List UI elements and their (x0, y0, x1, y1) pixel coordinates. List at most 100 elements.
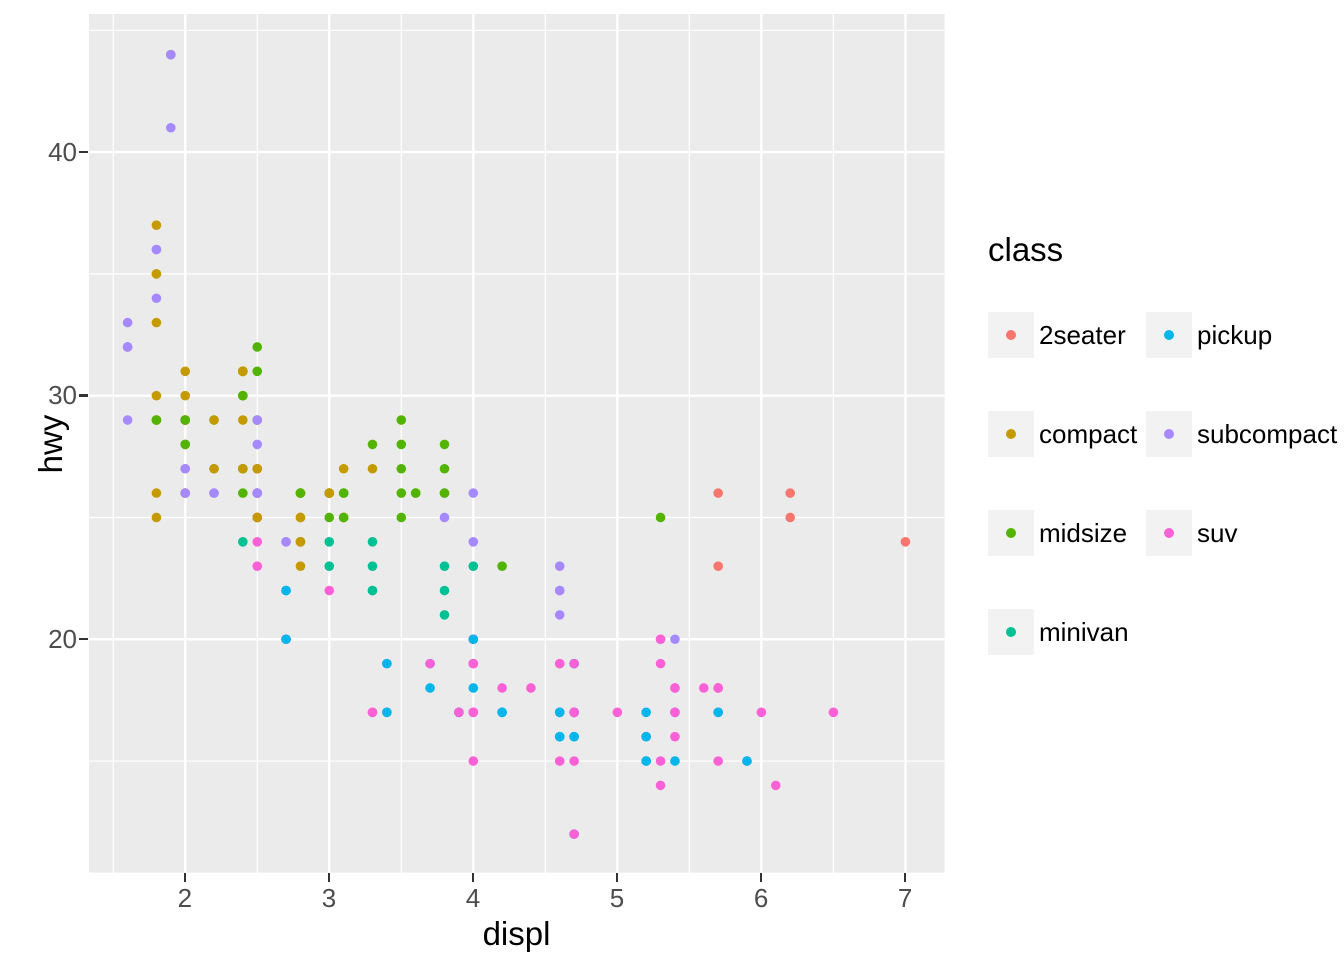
data-point (151, 317, 161, 328)
data-point (252, 414, 262, 425)
x-tick-mark (327, 873, 331, 883)
data-point (280, 585, 291, 596)
data-point (554, 658, 565, 669)
data-point (713, 707, 723, 717)
data-point (468, 634, 478, 644)
data-point (669, 731, 680, 742)
data-point (439, 561, 449, 571)
legend-column-1: 2seater compact midsize minivan (988, 312, 1146, 655)
data-point (424, 658, 435, 669)
data-point (396, 414, 406, 425)
data-point (295, 561, 305, 571)
data-point (252, 512, 262, 522)
data-point (180, 366, 190, 376)
legend-column-2: pickup subcompact suv (1146, 312, 1337, 655)
data-point (496, 682, 507, 693)
data-point (713, 561, 723, 571)
data-point (554, 755, 565, 766)
legend-entry-subcompact: subcompact (1146, 411, 1337, 457)
plot-panel (88, 13, 945, 873)
point-icon (1006, 330, 1016, 340)
data-point (900, 536, 910, 547)
legend-key (1146, 411, 1192, 457)
data-point (151, 220, 161, 230)
legend-key (1146, 510, 1192, 556)
legend-label: suv (1197, 517, 1238, 548)
data-point (655, 658, 666, 669)
data-point (237, 487, 248, 498)
data-point (669, 634, 680, 644)
data-point (698, 682, 709, 693)
data-point (252, 487, 262, 498)
data-point (439, 512, 449, 522)
data-point (525, 682, 536, 693)
data-point (785, 512, 795, 522)
data-point (237, 366, 248, 376)
y-tick-mark (78, 150, 88, 154)
data-point (324, 585, 334, 596)
legend-key (988, 312, 1034, 358)
legend-key (988, 411, 1034, 457)
data-point (713, 755, 723, 766)
legend-label: 2seater (1039, 319, 1126, 350)
x-tick-mark (615, 873, 619, 883)
data-point (468, 487, 478, 498)
data-point (439, 487, 449, 498)
data-point (180, 463, 190, 474)
legend-label: pickup (1197, 319, 1273, 350)
data-point (324, 487, 334, 498)
data-point (252, 341, 262, 352)
data-point (569, 731, 579, 742)
data-point (237, 536, 248, 547)
legend-entry-pickup: pickup (1146, 312, 1337, 358)
point-icon (1164, 330, 1174, 340)
data-point (756, 707, 766, 717)
legend-entry-2seater: 2seater (988, 312, 1146, 358)
data-point (367, 585, 377, 596)
data-point (468, 536, 478, 547)
data-point (785, 487, 795, 498)
legend-entry-compact: compact (988, 411, 1146, 457)
data-point (324, 512, 334, 522)
data-point (496, 707, 507, 717)
legend-entry-midsize: midsize (988, 510, 1146, 556)
data-point (396, 439, 406, 449)
data-point (554, 585, 565, 596)
y-tick-label: 20 (48, 623, 77, 654)
data-point (770, 780, 781, 790)
legend-key (1146, 312, 1192, 358)
data-point (439, 609, 449, 620)
x-tick-mark (471, 873, 475, 883)
legend-title: class (988, 231, 1064, 268)
data-point (468, 658, 478, 669)
legend: class 2seater compact midsize minivan (988, 231, 1337, 655)
data-point (280, 536, 291, 547)
data-point (468, 682, 478, 693)
data-point (237, 463, 248, 474)
data-point (410, 487, 421, 498)
data-point (122, 317, 133, 328)
data-point (295, 512, 305, 522)
data-point (439, 439, 449, 449)
data-point (338, 487, 349, 498)
x-tick-label: 4 (465, 883, 481, 913)
data-point (381, 707, 392, 717)
data-point (396, 463, 406, 474)
legend-label: subcompact (1197, 418, 1338, 449)
data-point (295, 536, 305, 547)
data-point (165, 122, 176, 133)
x-tick-mark (903, 873, 907, 883)
panel-background (88, 13, 945, 873)
x-axis-title: displ (482, 915, 551, 952)
data-point (252, 463, 262, 474)
y-tick-label: 30 (48, 380, 77, 411)
data-point (151, 390, 161, 401)
data-point (208, 463, 219, 474)
point-icon (1006, 429, 1016, 439)
data-point (669, 682, 680, 693)
legend-label: midsize (1039, 517, 1128, 548)
data-point (641, 707, 651, 717)
data-point (151, 244, 161, 255)
data-point (180, 439, 190, 449)
